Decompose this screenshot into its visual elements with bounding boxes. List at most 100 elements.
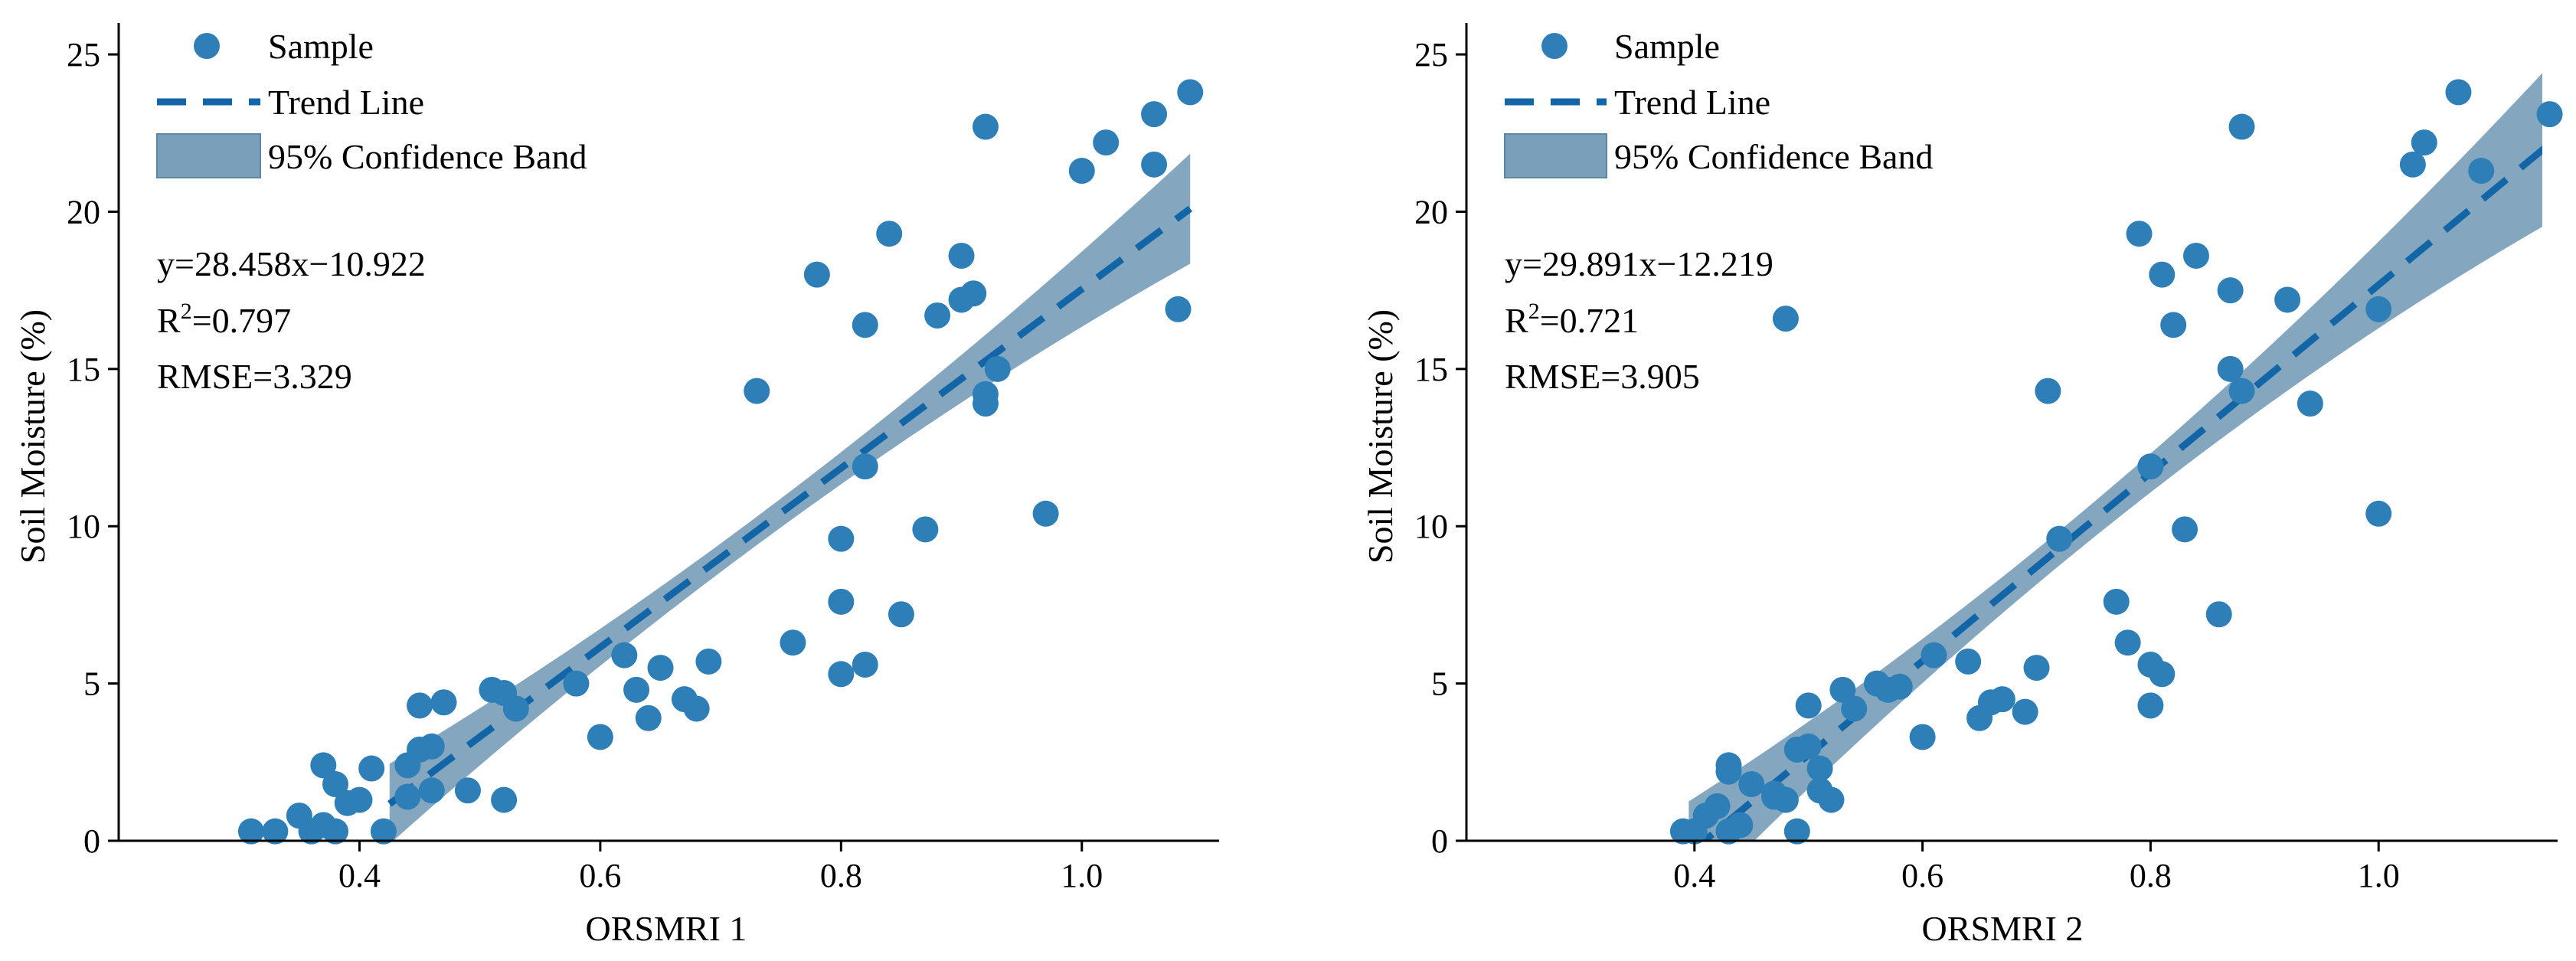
- fit-stats: y=29.891x−12.219 R2=0.721 RMSE=3.905: [1505, 244, 1773, 396]
- sample-point: [2205, 601, 2232, 628]
- sample-point: [647, 655, 674, 682]
- y-tick-label: 0: [1431, 822, 1448, 860]
- sample-point: [1829, 676, 1856, 703]
- sample-point: [828, 525, 855, 552]
- sample-point: [2137, 692, 2164, 719]
- y-axis-label: Soil Moisture (%): [13, 309, 52, 564]
- sample-point: [1165, 296, 1192, 322]
- y-tick-label: 15: [1414, 351, 1448, 388]
- sample-point: [430, 689, 457, 716]
- sample-point: [972, 113, 999, 140]
- r-squared: R2=0.797: [157, 299, 291, 340]
- regression-equation: y=28.458x−10.922: [157, 244, 426, 283]
- sample-point: [2182, 242, 2209, 269]
- sample-point: [454, 777, 481, 804]
- x-tick-label: 1.0: [2358, 857, 2400, 894]
- sample-point: [876, 221, 903, 247]
- x-tick-label: 0.8: [2130, 857, 2172, 894]
- x-tick-label: 0.4: [1673, 857, 1715, 894]
- chart-panel-1: 0.4 0.6 0.8 1.0 0 5 10 15 20 25 ORSMRI 1 Soil Mo…: [13, 23, 1219, 948]
- sample-point: [2228, 113, 2255, 140]
- sample-point: [1795, 692, 1822, 719]
- axes: [1465, 23, 2558, 842]
- r-squared-value: =0.721: [1540, 301, 1639, 340]
- sample-point: [346, 786, 373, 813]
- sample-point: [828, 588, 855, 615]
- sample-point: [2365, 296, 2392, 322]
- sample-point: [972, 391, 999, 417]
- sample-point: [1177, 79, 1204, 106]
- sample-point: [2217, 277, 2244, 304]
- sample-point: [924, 302, 951, 329]
- sample-point: [2103, 588, 2130, 615]
- sample-point: [237, 818, 264, 845]
- legend-sample-label: Sample: [1614, 27, 1720, 66]
- sample-point: [322, 818, 348, 845]
- sample-point: [563, 670, 590, 697]
- sample-point: [1772, 786, 1799, 813]
- sample-point: [1093, 129, 1120, 156]
- x-ticks: 0.4 0.6 0.8 1.0: [1673, 841, 2400, 894]
- sample-point: [888, 601, 914, 628]
- sample-point: [2035, 378, 2061, 404]
- x-tick-label: 0.4: [338, 857, 381, 894]
- regression-equation: y=29.891x−12.219: [1505, 244, 1773, 283]
- r-squared-value: =0.797: [192, 301, 291, 340]
- sample-point: [2274, 286, 2301, 313]
- confidence-band: [389, 153, 1191, 841]
- sample-point: [358, 755, 385, 782]
- r-squared: R2=0.721: [1505, 299, 1639, 340]
- sample-point: [695, 648, 722, 675]
- chart-panel-2: 0.4 0.6 0.8 1.0 0 5 10 15 20 25 ORSMRI 2 Soil Mo…: [1361, 23, 2563, 948]
- sample-point: [2217, 355, 2244, 382]
- sample-point: [780, 629, 806, 656]
- confidence-band: [1688, 73, 2542, 841]
- y-tick-label: 5: [83, 665, 100, 703]
- sample-point: [683, 695, 710, 722]
- sample-point: [2536, 101, 2563, 128]
- sample-point: [2468, 158, 2495, 185]
- sample-points: [237, 79, 1204, 845]
- sample-point: [2445, 79, 2472, 106]
- sample-point: [407, 692, 433, 719]
- sample-point: [418, 733, 445, 760]
- sample-point: [2114, 629, 2141, 656]
- sample-point: [828, 661, 855, 688]
- sample-point: [322, 771, 348, 798]
- sample-point: [2149, 261, 2176, 288]
- sample-point: [2046, 525, 2073, 552]
- legend-sample-marker: [194, 33, 220, 59]
- x-tick-label: 0.8: [820, 857, 862, 894]
- sample-point: [1783, 818, 1810, 845]
- legend-trend-label: Trend Line: [1614, 83, 1770, 122]
- sample-point: [2172, 516, 2198, 543]
- sample-point: [1989, 686, 2015, 713]
- sample-point: [310, 752, 337, 779]
- legend: Sample Trend Line 95% Confidence Band: [156, 27, 587, 178]
- sample-point: [1032, 500, 1059, 527]
- x-axis-label: ORSMRI 1: [586, 909, 747, 948]
- sample-point: [2149, 661, 2176, 688]
- sample-point: [912, 516, 939, 543]
- sample-point: [1772, 306, 1799, 332]
- sample-point: [1738, 771, 1765, 798]
- sample-point: [2023, 655, 2050, 682]
- sample-point: [491, 786, 518, 813]
- sample-point: [1909, 724, 1936, 750]
- y-tick-label: 20: [1414, 193, 1448, 230]
- legend: Sample Trend Line 95% Confidence Band: [1504, 27, 1933, 178]
- x-tick-label: 0.6: [579, 857, 621, 894]
- y-tick-label: 10: [1414, 508, 1448, 545]
- y-tick-label: 25: [1414, 36, 1448, 74]
- sample-point: [852, 312, 878, 338]
- sample-point: [1715, 758, 1742, 785]
- y-tick-label: 15: [67, 351, 100, 388]
- y-tick-label: 0: [83, 822, 100, 860]
- x-ticks: 0.4 0.6 0.8 1.0: [338, 841, 1103, 894]
- fit-stats: y=28.458x−10.922 R2=0.797 RMSE=3.329: [157, 244, 426, 396]
- sample-point: [1818, 786, 1845, 813]
- r-squared-exponent: 2: [181, 299, 192, 324]
- sample-point: [2012, 698, 2038, 725]
- sample-point: [852, 651, 878, 678]
- y-ticks: 0 5 10 15 20 25: [1414, 36, 1466, 860]
